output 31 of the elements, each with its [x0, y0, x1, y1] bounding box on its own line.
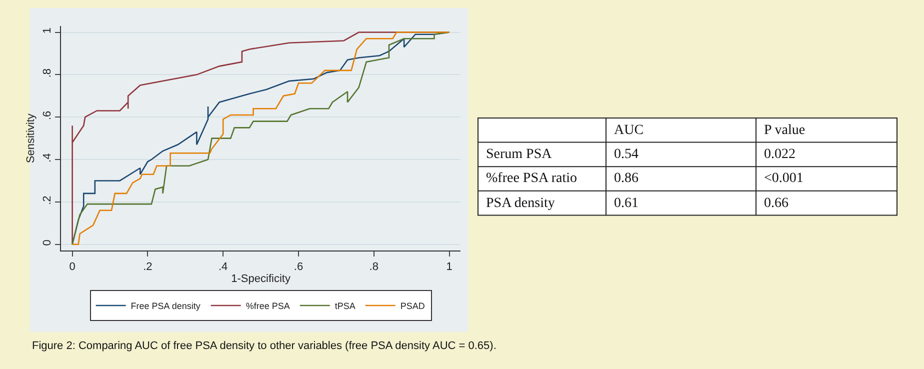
- text: 0.61: [614, 196, 638, 211]
- text: AUC: [614, 123, 644, 138]
- text: %free PSA ratio: [486, 171, 577, 186]
- legend-label: PSAD: [400, 301, 426, 312]
- text: 0.66: [764, 196, 788, 211]
- legend-label: tPSA: [334, 301, 356, 312]
- x-tick-label: .4: [218, 260, 228, 273]
- y-axis-title: Sensitivity: [25, 113, 38, 164]
- legend-label: Free PSA density: [130, 301, 201, 312]
- y-tick-label: .6: [42, 110, 54, 120]
- y-tick-label: .2: [42, 196, 54, 205]
- text: 0.022: [764, 147, 796, 162]
- text: 0.86: [614, 171, 638, 186]
- y-tick-label: .4: [42, 153, 54, 162]
- x-tick-label: .2: [143, 260, 152, 273]
- x-tick-label: .8: [369, 260, 378, 273]
- text: P value: [764, 123, 806, 138]
- y-tick-label: 1: [42, 28, 54, 34]
- x-tick-label: .6: [294, 260, 304, 273]
- text: <0.001: [764, 171, 804, 186]
- text: Serum PSA: [486, 147, 553, 162]
- x-axis-title: 1-Specificity: [231, 273, 291, 286]
- legend-label: %free PSA: [246, 301, 290, 312]
- y-tick-label: 0: [42, 240, 54, 246]
- x-tick-label: 0: [69, 260, 76, 273]
- line-series: [72, 32, 450, 245]
- x-tick-label: 1: [446, 260, 452, 273]
- caption: Figure 2: Comparing AUC of free PSA density to other variables (free PSA density AUC = 0.65).: [32, 340, 496, 352]
- text: 0.54: [614, 147, 638, 162]
- text: PSA density: [486, 196, 555, 211]
- y-tick-label: .8: [42, 68, 54, 78]
